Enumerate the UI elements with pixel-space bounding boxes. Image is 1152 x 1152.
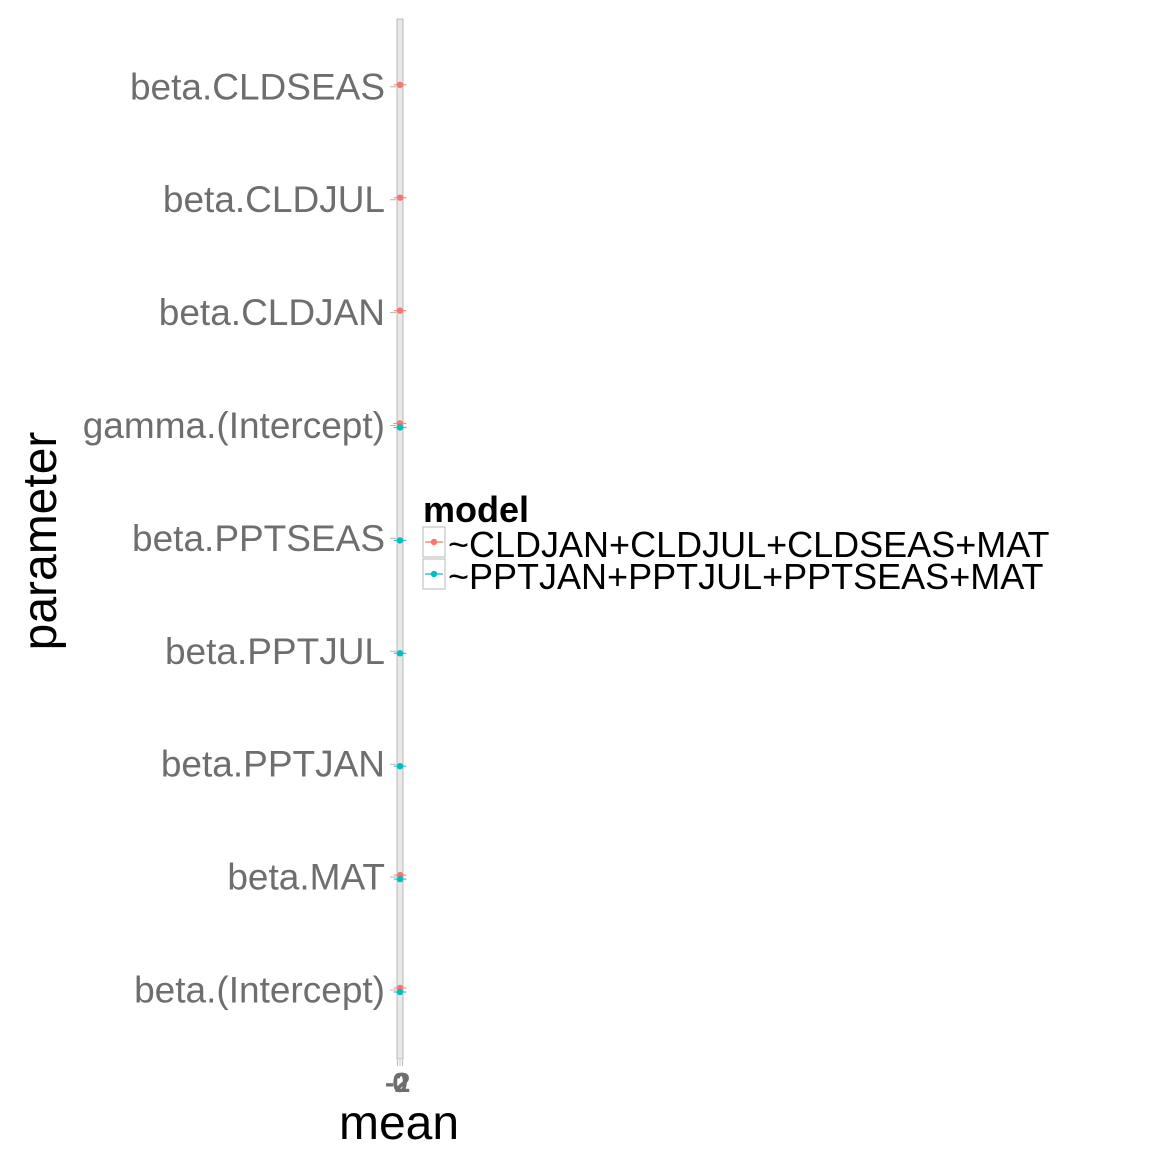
y-tick-labels: beta.(Intercept) beta.MAT beta.PPTJAN beta.… bbox=[83, 66, 396, 1011]
x-axis-title: mean bbox=[339, 1097, 459, 1150]
x-tick-labels: -202 bbox=[385, 1060, 410, 1098]
y-tick-label: beta.CLDSEAS bbox=[130, 66, 385, 107]
y-tick-label: beta.(Intercept) bbox=[134, 970, 385, 1011]
data-marks bbox=[393, 81, 407, 996]
data-point bbox=[396, 537, 404, 544]
legend: model ~CLDJAN+CLDJUL+CLDSEAS+MAT~PPTJAN+… bbox=[422, 489, 1050, 597]
legend-title: model bbox=[423, 489, 529, 530]
data-point bbox=[396, 81, 404, 89]
legend-label: ~PPTJAN+PPTJUL+PPTSEAS+MAT bbox=[448, 556, 1044, 597]
legend-label: ~CLDJAN+CLDJUL+CLDSEAS+MAT bbox=[448, 524, 1050, 565]
y-tick-label: beta.PPTJAN bbox=[161, 744, 385, 785]
x-tick-label: 2 bbox=[395, 1067, 411, 1098]
y-tick-label: gamma.(Intercept) bbox=[83, 405, 385, 446]
legend-key-point bbox=[430, 538, 438, 546]
x-tick-label: -2 bbox=[385, 1067, 410, 1098]
legend-key-point bbox=[430, 570, 438, 578]
y-tick-label: beta.PPTJUL bbox=[165, 631, 385, 672]
data-point bbox=[396, 194, 404, 201]
data-point bbox=[396, 307, 404, 314]
data-point bbox=[396, 650, 404, 657]
y-tick-label: beta.CLDJAN bbox=[159, 292, 385, 333]
y-tick-label: beta.PPTSEAS bbox=[132, 518, 385, 559]
legend-items: ~CLDJAN+CLDJUL+CLDSEAS+MAT~PPTJAN+PPTJUL… bbox=[422, 524, 1050, 597]
data-point bbox=[396, 424, 404, 431]
y-axis-title: parameter bbox=[14, 432, 67, 651]
data-point bbox=[396, 988, 404, 996]
y-tick-label: beta.CLDJUL bbox=[163, 179, 385, 220]
x-tick-label: 0 bbox=[392, 1067, 408, 1098]
data-point bbox=[396, 875, 404, 883]
y-tick-label: beta.MAT bbox=[227, 857, 385, 898]
data-point bbox=[396, 763, 404, 770]
